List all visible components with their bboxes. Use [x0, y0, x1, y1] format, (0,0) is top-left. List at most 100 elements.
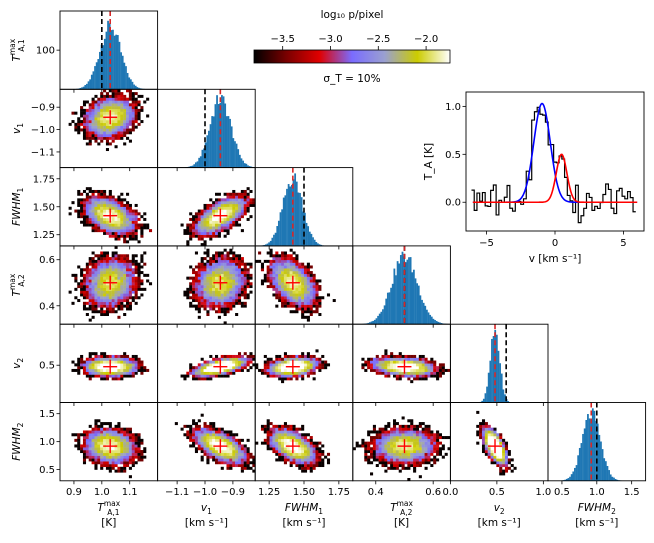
density-pixel: [430, 464, 434, 468]
density-pixel: [120, 282, 124, 286]
hist-bar: [486, 386, 488, 403]
density-pixel: [240, 293, 244, 297]
density-pixel: [220, 360, 224, 364]
density-pixel: [229, 203, 233, 207]
density-pixel: [215, 201, 219, 205]
density-pixel: [410, 464, 414, 468]
density-pixel: [215, 203, 219, 207]
density-pixel: [194, 251, 198, 255]
density-pixel: [249, 466, 253, 470]
density-pixel: [186, 436, 190, 440]
density-pixel: [114, 433, 118, 437]
density-pixel: [108, 354, 112, 358]
density-pixel: [283, 301, 287, 305]
density-pixel: [392, 447, 397, 451]
density-pixel: [223, 363, 227, 367]
density-pixel: [301, 352, 305, 356]
density-pixel: [203, 436, 207, 440]
density-pixel: [120, 128, 124, 132]
density-pixel: [390, 371, 394, 375]
density-pixel: [306, 447, 310, 451]
density-pixel: [94, 120, 98, 124]
density-pixel: [137, 240, 141, 244]
density-pixel: [120, 111, 124, 115]
density-pixel: [367, 366, 371, 370]
density-pixel: [401, 441, 405, 445]
density-pixel: [88, 444, 92, 448]
density-pixel: [82, 282, 87, 286]
density-pixel: [295, 279, 299, 283]
density-pixel: [410, 360, 414, 364]
density-pixel: [126, 262, 130, 266]
hist-bar: [388, 292, 391, 325]
density-pixel: [128, 217, 132, 221]
density-pixel: [88, 262, 92, 266]
density-pixel: [421, 360, 425, 364]
density-pixel: [372, 452, 376, 456]
density-pixel: [114, 273, 118, 277]
density-pixel: [413, 444, 417, 448]
density-pixel: [430, 430, 434, 434]
density-pixel: [212, 290, 216, 294]
density-pixel: [260, 368, 265, 372]
density-pixel: [413, 377, 417, 381]
density-pixel: [232, 265, 236, 269]
density-pixel: [103, 363, 107, 367]
density-pixel: [203, 374, 207, 378]
density-pixel: [194, 290, 198, 294]
hist-bar: [103, 38, 106, 90]
density-pixel: [246, 209, 250, 213]
density-pixel: [289, 450, 293, 454]
density-pixel: [103, 226, 107, 230]
density-pixel: [94, 223, 98, 227]
density-pixel: [404, 368, 408, 372]
density-pixel: [249, 273, 253, 277]
density-pixel: [444, 368, 448, 372]
density-pixel: [246, 452, 250, 456]
density-pixel: [292, 368, 296, 372]
density-pixel: [301, 310, 305, 314]
density-pixel: [217, 226, 221, 230]
density-pixel: [306, 455, 310, 459]
density-pixel: [71, 301, 75, 305]
density-pixel: [114, 287, 118, 291]
density-pixel: [82, 203, 87, 207]
density-pixel: [111, 201, 115, 205]
density-pixel: [212, 368, 216, 372]
density-pixel: [94, 452, 98, 456]
density-pixel: [126, 120, 130, 124]
density-pixel: [123, 131, 127, 135]
density-pixel: [387, 430, 391, 434]
density-pixel: [111, 296, 115, 300]
density-pixel: [286, 374, 290, 378]
density-pixel: [97, 265, 101, 269]
density-pixel: [315, 441, 319, 445]
density-pixel: [105, 287, 109, 291]
density-pixel: [100, 209, 104, 213]
density-pixel: [306, 318, 310, 322]
density-pixel: [229, 268, 233, 272]
density-pixel: [312, 354, 316, 358]
density-pixel: [372, 458, 376, 462]
density-pixel: [206, 363, 210, 367]
density-pixel: [120, 466, 124, 470]
hist-bar: [307, 226, 310, 246]
density-pixel: [128, 290, 132, 294]
density-pixel: [312, 310, 316, 314]
density-pixel: [433, 371, 437, 375]
density-pixel: [398, 436, 402, 440]
density-pixel: [120, 108, 124, 112]
density-pixel: [103, 259, 107, 263]
density-pixel: [504, 444, 509, 448]
density-pixel: [82, 360, 87, 364]
density-pixel: [252, 455, 256, 459]
density-pixel: [292, 259, 296, 263]
hist-bar: [600, 441, 602, 481]
density-pixel: [283, 299, 287, 303]
density-pixel: [128, 368, 132, 372]
density-pixel: [226, 223, 230, 227]
density-pixel: [490, 427, 494, 431]
density-pixel: [123, 287, 127, 291]
density-pixel: [117, 97, 121, 101]
density-pixel: [189, 290, 193, 294]
